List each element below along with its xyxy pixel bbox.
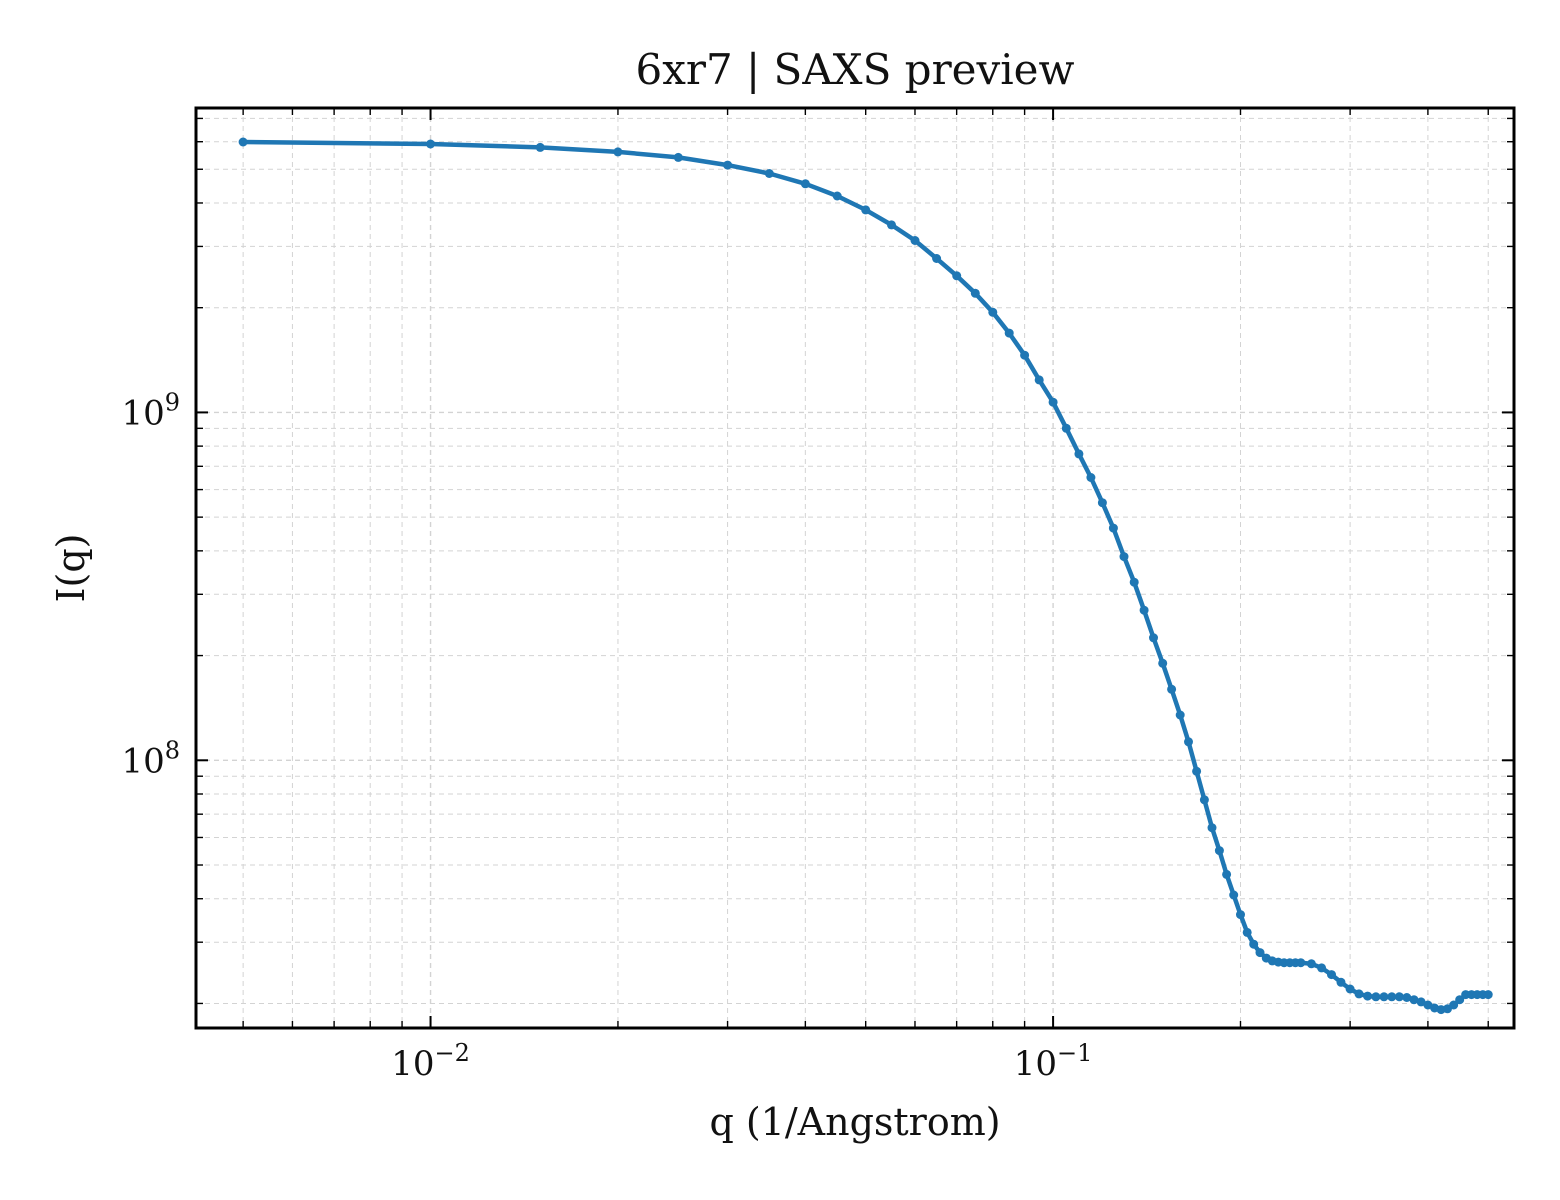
grid [196, 108, 1514, 1028]
data-point [1048, 397, 1058, 407]
chart-title: 6xr7 | SAXS preview [636, 45, 1075, 94]
data-point [970, 288, 980, 298]
data-point [1034, 375, 1044, 385]
data-point [1255, 948, 1265, 958]
data-point [988, 307, 998, 317]
data-point [723, 160, 733, 170]
data-point [1363, 991, 1373, 1001]
data-point [1236, 910, 1245, 920]
data-point [426, 139, 435, 149]
data-point [1345, 984, 1355, 994]
data-point [1192, 766, 1202, 776]
data-point [1061, 423, 1071, 433]
data-point [1416, 997, 1426, 1007]
data-point [861, 205, 871, 215]
data-point [1354, 989, 1364, 999]
data-point [932, 254, 942, 263]
data-point [1020, 350, 1030, 360]
data-point [1409, 995, 1419, 1005]
data-point [1249, 939, 1259, 949]
data-point [1119, 552, 1129, 562]
data-point [952, 271, 962, 281]
data-point [613, 147, 623, 157]
data-point [1449, 1000, 1459, 1010]
data-point [1317, 963, 1327, 973]
data-point [910, 236, 920, 245]
data-point [1455, 995, 1465, 1005]
data-point [535, 142, 545, 152]
data-point [1327, 970, 1336, 980]
data-point [1483, 990, 1493, 1000]
data-point [1129, 577, 1139, 587]
data-point [1229, 890, 1239, 900]
data-point [238, 137, 248, 147]
data-point [1371, 992, 1381, 1002]
data-point [764, 169, 774, 178]
data-point [1004, 328, 1014, 338]
data-point [1184, 737, 1193, 747]
data-point [1214, 846, 1224, 856]
data-point [832, 191, 842, 201]
data-point [1402, 993, 1412, 1002]
series-layer [238, 137, 1493, 1015]
y-tick-label: 108 [121, 736, 180, 781]
plot-frame [194, 106, 1516, 1030]
data-point [1108, 523, 1118, 533]
y-axis-label: I(q) [49, 534, 93, 603]
data-point [1199, 795, 1209, 805]
data-point [1158, 658, 1168, 668]
data-point [1175, 710, 1185, 720]
data-point [1222, 869, 1232, 879]
data-point [1296, 958, 1306, 968]
data-point [1074, 449, 1084, 459]
data-point [1423, 1000, 1433, 1010]
data-point [1097, 498, 1107, 508]
data-point [1379, 992, 1389, 1002]
data-point [800, 179, 810, 189]
data-point [1086, 473, 1096, 482]
data-point [1167, 684, 1177, 694]
data-point [887, 220, 896, 230]
data-point [1242, 927, 1252, 937]
x-tick-label: 10−1 [1014, 1039, 1093, 1084]
x-tick-label: 10−2 [391, 1039, 470, 1084]
data-point [1387, 992, 1397, 1002]
data-point [1306, 959, 1316, 969]
data-point [1207, 823, 1217, 833]
data-point [1336, 977, 1346, 987]
data-point [673, 152, 683, 162]
data-point [1139, 605, 1149, 615]
data-point [1149, 633, 1158, 643]
x-axis-label: q (1/Angstrom) [709, 1100, 1000, 1144]
y-tick-label: 109 [121, 388, 180, 433]
data-point [1394, 992, 1404, 1002]
